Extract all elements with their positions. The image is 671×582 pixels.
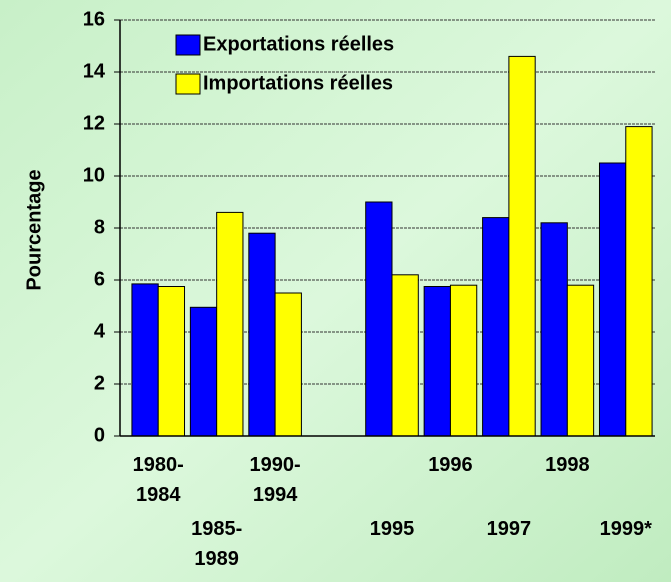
y-tick-label: 16 [83,8,105,30]
y-tick-label: 6 [94,268,105,290]
bar [566,284,595,437]
y-tick-label: 8 [94,216,105,238]
y-tick-label: 0 [94,424,105,446]
x-tick-label: 1999* [600,518,652,540]
x-tick-label: 1996 [428,454,473,476]
bar [189,306,218,437]
bar [131,283,159,437]
bar [540,222,568,437]
x-tick-label: 1995 [370,518,415,540]
bar [449,284,478,437]
x-tick-label: 1980-1984 [133,454,184,506]
x-tick-label: 1997 [487,518,532,540]
bar [423,286,451,437]
bar [625,126,653,437]
y-tick-label: 10 [83,164,105,186]
x-tick-label: 1985-1989 [191,518,242,570]
x-tick-label: 1990-1994 [250,454,301,506]
y-tick-label: 14 [83,60,106,82]
bar [482,217,510,437]
legend-label: Importations réelles [203,72,393,94]
bar [216,211,244,437]
bar [274,292,302,437]
legend-label: Exportations réelles [203,33,394,55]
bar [248,232,276,437]
bar [391,274,419,437]
legend-swatch [175,73,201,95]
y-tick-label: 12 [83,112,105,134]
y-axis-label: Pourcentage [23,169,45,290]
bar [598,162,627,437]
legend-swatch [175,34,201,56]
y-tick-label: 2 [94,372,105,394]
y-tick-label: 4 [94,320,106,342]
bar [508,55,536,437]
x-tick-label: 1998 [545,454,590,476]
bar [365,201,393,437]
bar [157,286,186,437]
